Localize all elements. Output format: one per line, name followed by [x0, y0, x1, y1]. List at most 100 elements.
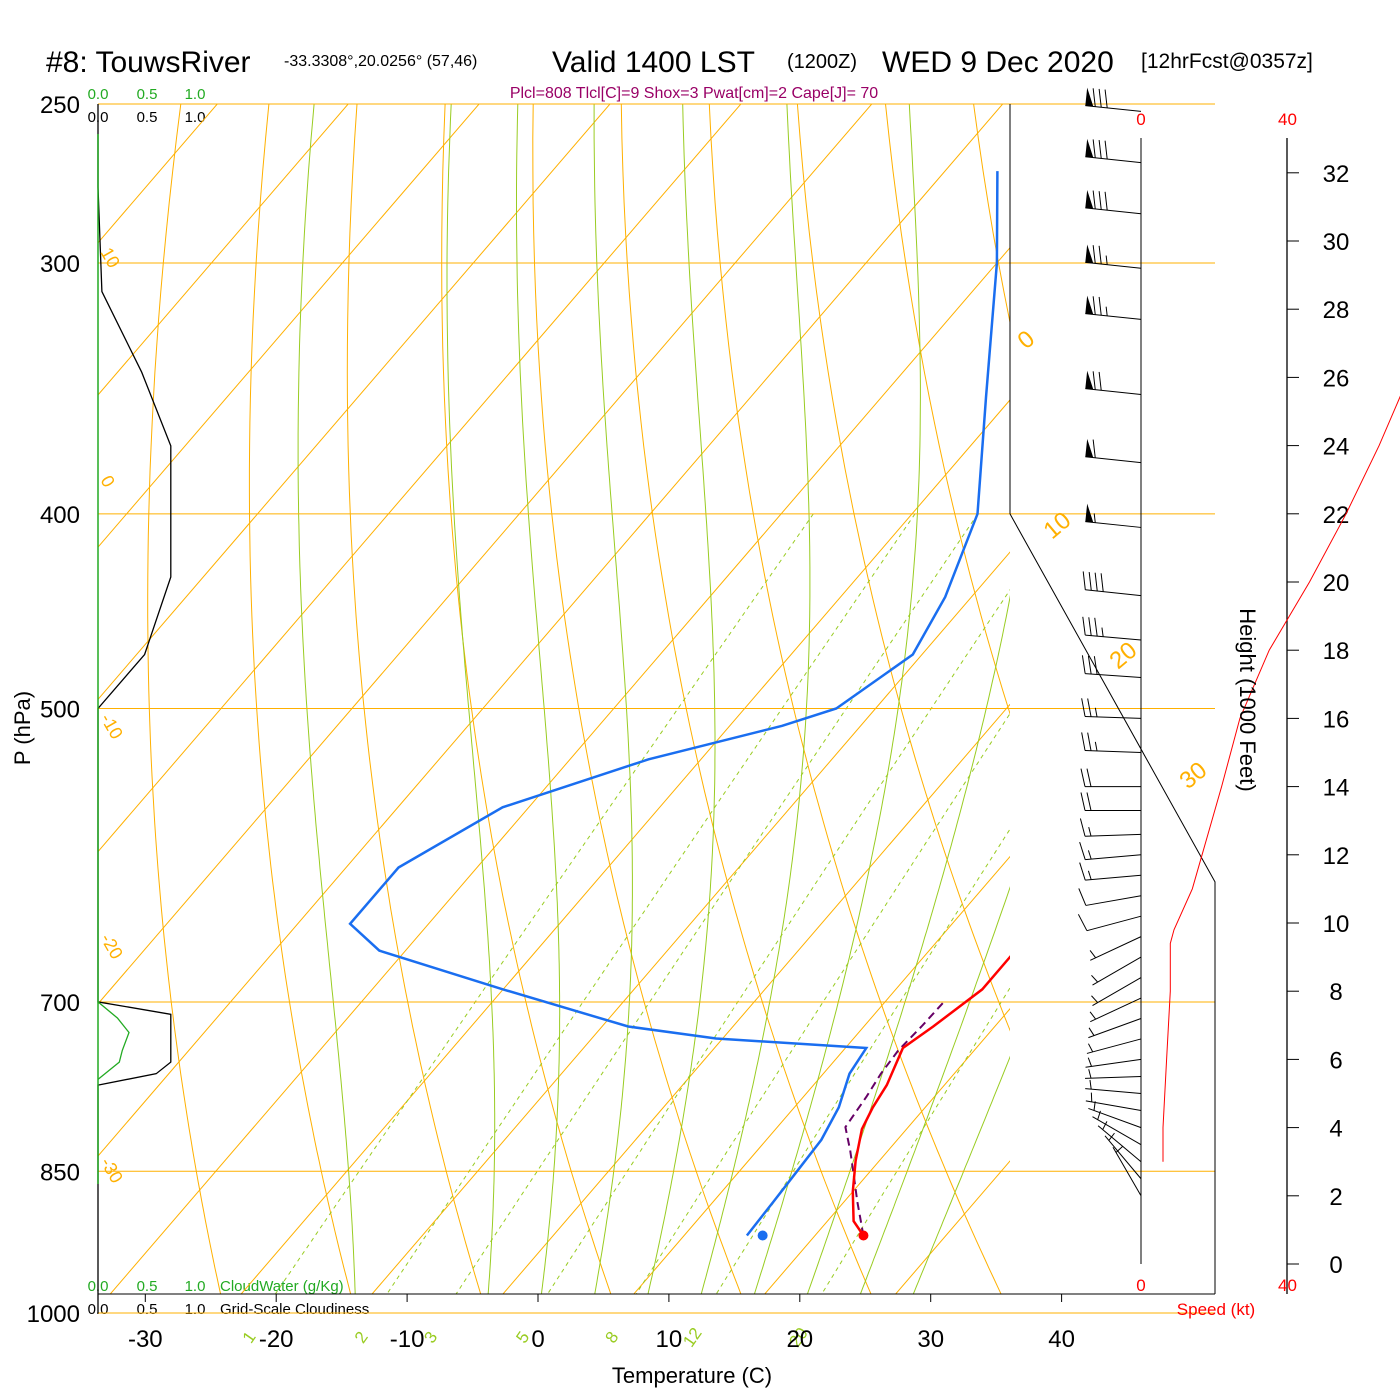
cloud-scale-bottom: 0.0 0.5 1.0 CloudWater (g/Kg) 0.0 0.5 1.… [88, 1278, 370, 1318]
barb-half-feather [1087, 1057, 1092, 1067]
wind-barb [1082, 571, 1142, 597]
wind-barb [1085, 189, 1142, 215]
dry-adiabat-line [796, 104, 1010, 1032]
moist-adiabat-line [516, 104, 561, 1294]
barb-pennant [1085, 370, 1094, 390]
wind-barb [1085, 87, 1142, 112]
wind-speed-profile [1162, 395, 1400, 1162]
barb-staff [1085, 521, 1142, 528]
wind-barb [1081, 655, 1142, 678]
wind-barb [1079, 841, 1142, 861]
barb-pennant [1085, 87, 1094, 107]
wind-barb [1077, 914, 1142, 932]
cloudiness-profile [97, 104, 172, 1313]
barb-feather [1092, 139, 1096, 158]
wind-barb [1085, 1092, 1142, 1112]
mixing-ratio-line [715, 828, 1010, 1294]
dry-adiabat-label: -20 [97, 930, 127, 963]
dry-adiabat-label: 0 [97, 472, 119, 491]
barb-staff [1085, 388, 1142, 395]
cloudiness-tick: 0.5 [137, 109, 158, 126]
barb-feather [1087, 698, 1092, 717]
wind-barb [1085, 438, 1142, 464]
height-tick-label: 24 [1323, 434, 1350, 461]
barb-feather [1098, 296, 1102, 316]
barb-half-feather [1087, 1043, 1094, 1053]
barb-half-feather [1115, 1145, 1124, 1153]
wind-barb [1080, 768, 1141, 788]
barb-staff [1097, 1125, 1142, 1163]
barb-feather [1093, 656, 1098, 675]
pressure-tick-label: 850 [40, 1159, 80, 1186]
isotherm-label: 0 [1013, 325, 1041, 354]
barb-feather [1094, 572, 1098, 592]
barb-pennant [1085, 244, 1094, 264]
barb-half-feather [1088, 1069, 1092, 1079]
wind-barb [1091, 977, 1142, 1006]
speed-tick-label: 0 [1136, 110, 1145, 129]
wind-barb [1104, 1132, 1142, 1180]
wind-barb [1081, 698, 1142, 719]
barb-feather [1080, 768, 1086, 787]
station-title: #8: TouwsRiver [46, 46, 251, 79]
dry-adiabat-line [147, 104, 222, 1294]
barb-feather [1078, 888, 1087, 906]
dry-adiabat-line [346, 104, 482, 1294]
mixing-ratio-label: 2 [351, 1328, 372, 1347]
utc-time: (1200Z) [787, 51, 857, 73]
wind-barb [1088, 1101, 1142, 1129]
mixing-ratio-label: 12 [679, 1324, 705, 1350]
temperature-tick-label: 20 [786, 1326, 813, 1353]
height-tick-label: 18 [1323, 638, 1350, 665]
cloudwater-label: CloudWater (g/Kg) [220, 1278, 344, 1295]
wind-barb [1085, 138, 1142, 164]
barb-feather [1092, 245, 1096, 264]
wind-barb [1085, 1057, 1142, 1068]
barb-staff [1085, 105, 1142, 112]
wind-barb [1085, 1069, 1142, 1079]
cloudiness-tick: 1.0 [185, 1301, 206, 1318]
barb-staff [1085, 673, 1142, 678]
barb-feather [1092, 190, 1096, 209]
barb-feather [1086, 792, 1092, 811]
dry-adiabat-label: -30 [97, 1154, 127, 1187]
wind-panel: 0246810121416182022242628303200404080801… [1077, 87, 1400, 1295]
moist-adiabat-line [806, 594, 1010, 1294]
barb-staff [1085, 895, 1142, 906]
dry-adiabat-line [1143, 68, 1400, 1347]
barb-feather [1094, 617, 1098, 637]
barb-staff [1086, 1038, 1142, 1054]
barb-staff [1112, 1147, 1142, 1197]
mixing-ratio-line [821, 987, 1010, 1294]
surface-temperature-point [858, 1230, 869, 1241]
barb-staff [1085, 589, 1142, 597]
barb-feather [1092, 439, 1096, 458]
barb-feather [1079, 841, 1086, 860]
barb-feather [1092, 296, 1096, 315]
barb-staff [1088, 1018, 1142, 1039]
barb-half-feather [1087, 870, 1092, 880]
isotherm-label: 30 [1175, 757, 1213, 795]
x-axis-title: Temperature (C) [612, 1363, 772, 1388]
wind-barb [1079, 862, 1142, 881]
barb-feather [1098, 191, 1102, 210]
height-tick-label: 0 [1329, 1252, 1342, 1279]
cloud-scale-top: 0.0 0.5 1.0 0.0 0.5 1.0 [88, 86, 206, 126]
speed-tick-label: 40 [1278, 110, 1297, 129]
mixing-ratio-line [274, 513, 814, 1294]
speed-axis-title: Speed (kt) [1177, 1300, 1255, 1319]
barb-staff [1104, 1135, 1142, 1180]
moist-adiabat-line [859, 886, 1010, 1294]
mixing-ratio-line [635, 712, 1010, 1294]
wind-barb [1080, 792, 1141, 811]
wind-barb [1089, 997, 1142, 1023]
barb-staff [1085, 456, 1142, 464]
barb-feather [1081, 698, 1086, 717]
height-tick-label: 4 [1329, 1116, 1342, 1143]
moist-adiabat-line [446, 104, 496, 1294]
cloudwater-tick: 1.0 [185, 86, 206, 103]
barb-feather [1081, 655, 1086, 674]
barb-feather [1087, 732, 1092, 751]
height-tick-label: 20 [1323, 570, 1350, 597]
isotherm-line [98, 104, 1004, 1157]
